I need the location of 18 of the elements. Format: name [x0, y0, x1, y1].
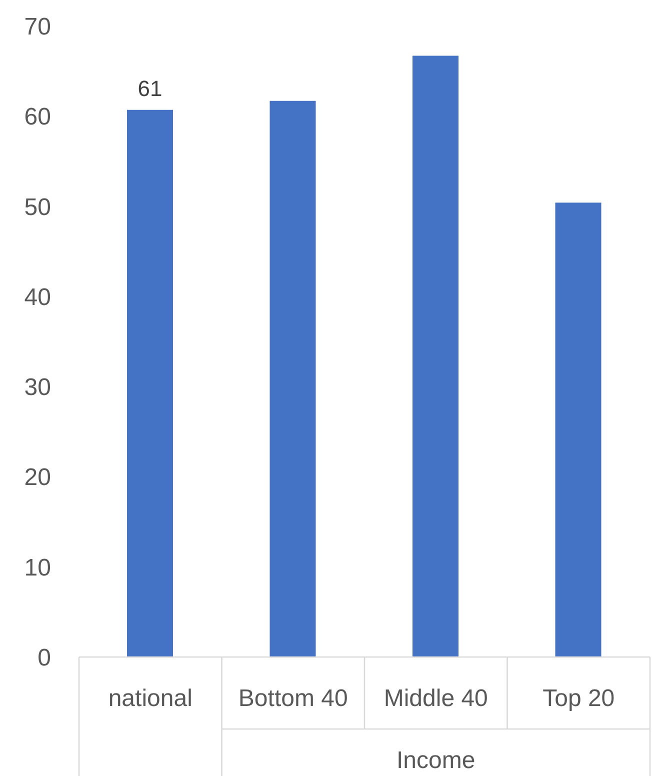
bar	[412, 56, 458, 657]
bar	[270, 100, 316, 657]
y-tick-label: 40	[24, 284, 51, 311]
y-tick-label: 70	[24, 14, 51, 41]
y-tick-label: 30	[24, 374, 51, 402]
y-tick-label: 60	[24, 104, 51, 131]
y-tick-label: 20	[24, 464, 51, 492]
x-tick-label: Middle 40	[384, 685, 488, 712]
y-tick-label: 10	[24, 554, 51, 582]
x-tick-label: Bottom 40	[238, 685, 348, 712]
bar	[555, 202, 602, 657]
bar	[127, 110, 173, 657]
y-tick-label: 0	[38, 644, 51, 672]
text: Income	[396, 747, 476, 774]
y-tick-label: 50	[24, 194, 51, 221]
x-tick-label: Top 20	[542, 685, 615, 712]
data-label: 61	[138, 76, 162, 101]
x-tick-label: national	[108, 685, 192, 712]
